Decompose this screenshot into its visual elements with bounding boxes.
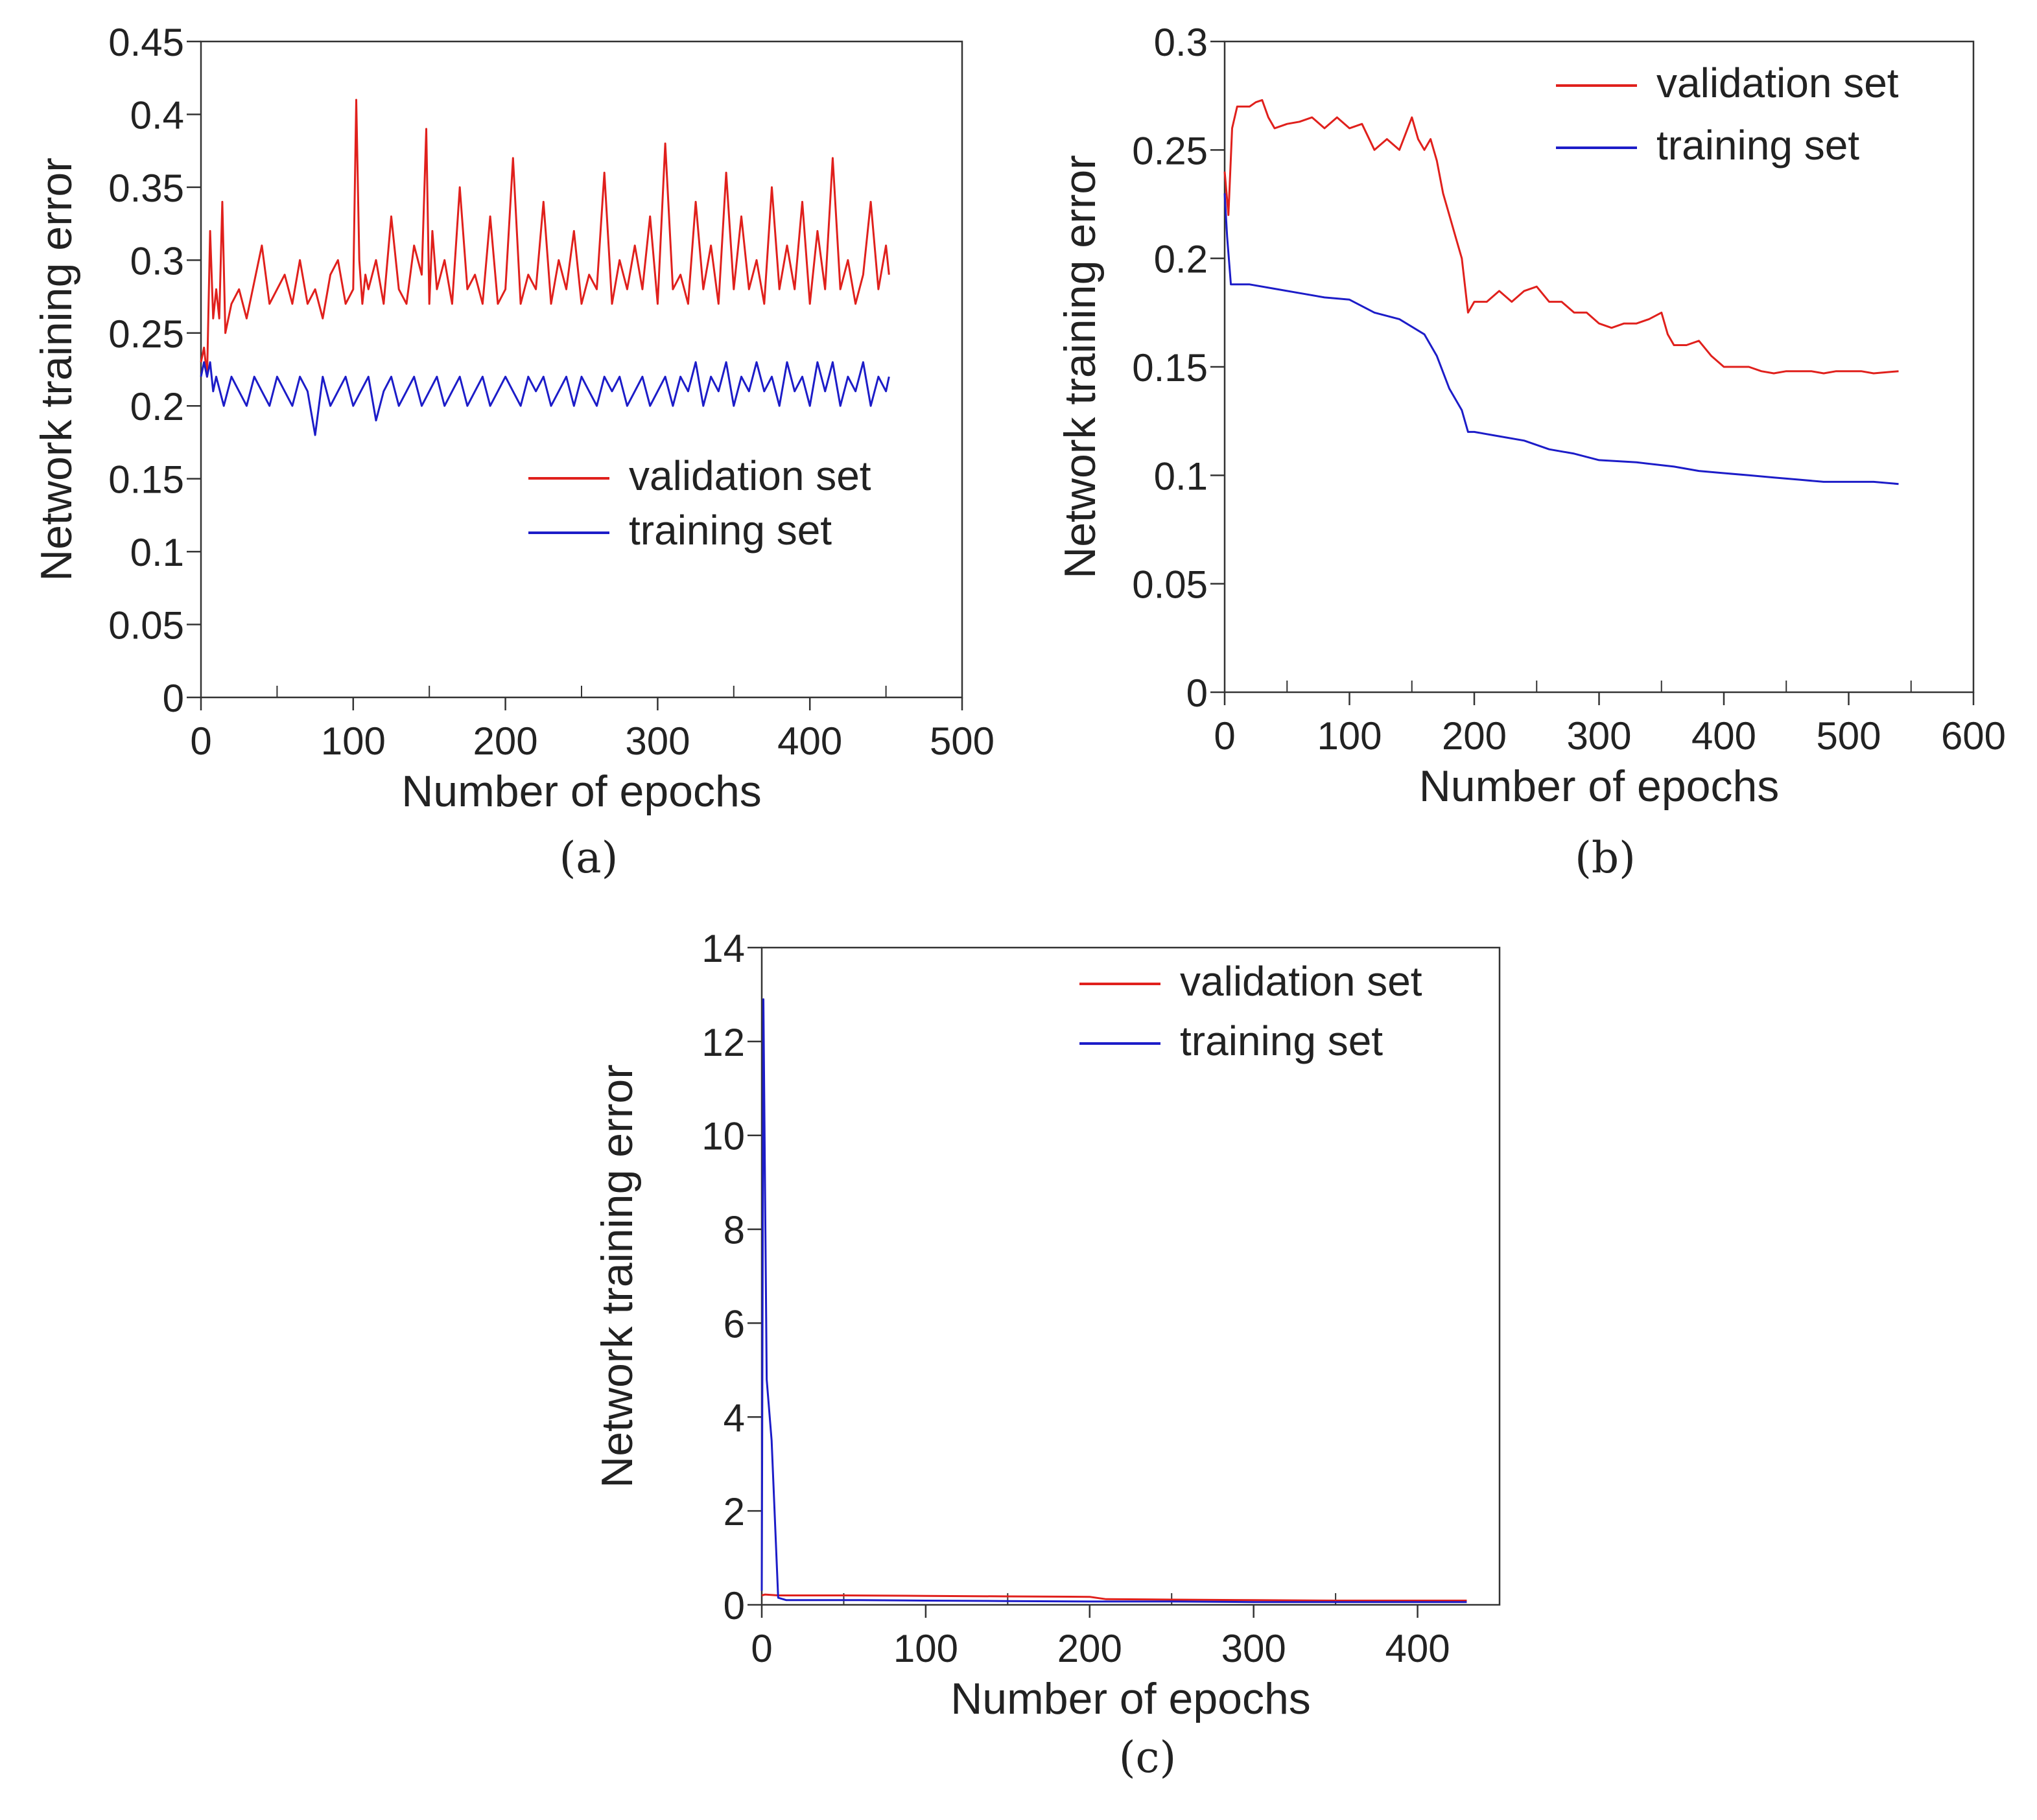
x-axis-label: Number of epochs [950,1674,1311,1723]
y-tick-label: 6 [724,1302,745,1346]
y-tick-label: 0.05 [1132,563,1208,607]
legend-label: training set [1656,122,1859,169]
y-tick-label: 0.3 [1154,21,1208,64]
y-axis-label: Network training error [1055,155,1105,579]
panel-caption: (b) [1575,833,1636,883]
x-axis-label: Number of epochs [401,767,762,816]
chart-b: 0 0.05 0.1 0.15 0.2 0.25 0.3 0 100 200 300 400 500 60… [1055,21,2006,883]
legend-label: training set [1180,1018,1383,1064]
series-line-training-set [760,998,1467,1604]
x-tick-label: 600 [1941,714,2006,758]
y-tick-label: 2 [724,1490,745,1534]
series-line-training-set [200,361,890,436]
x-tick-label: 100 [893,1627,958,1670]
plot-frame [760,946,1501,1606]
plot-frame [200,40,963,699]
y-tick-label: 0 [1186,671,1208,715]
x-tick-label: 200 [1442,714,1507,758]
y-tick-label: 4 [724,1396,745,1440]
legend-label: validation set [629,452,871,499]
y-tick-label: 0.1 [130,531,184,574]
x-axis-label: Number of epochs [1419,762,1780,811]
y-tick-label: 0 [724,1584,745,1628]
y-tick-label: 0.2 [130,385,184,428]
x-tick-label: 100 [321,719,386,763]
y-tick-label: 12 [701,1021,745,1064]
y-tick-label: 0.05 [108,604,184,648]
x-tick-label: 300 [1221,1627,1286,1670]
x-tick-label: 0 [751,1627,772,1670]
y-tick-label: 0.25 [108,312,184,356]
panel-caption: (a) [559,833,618,883]
x-tick-label: 500 [1816,714,1881,758]
y-tick-label: 0.2 [1154,238,1208,281]
y-axis-label: Network training error [32,158,81,581]
x-tick-label: 100 [1317,714,1382,758]
y-axis-label: Network training error [593,1064,642,1488]
y-tick-label: 0.45 [108,21,184,64]
y-tick-label: 0.3 [130,239,184,283]
x-tick-label: 200 [473,719,538,763]
x-tick-label: 300 [625,719,690,763]
series-line-training-set [1223,193,1899,485]
legend-label: validation set [1180,958,1422,1005]
x-tick-label: 400 [777,719,842,763]
y-tick-label: 0.15 [1132,346,1208,390]
y-tick-label: 0.4 [130,93,184,137]
y-tick-label: 0.25 [1132,129,1208,172]
x-tick-label: 400 [1691,714,1756,758]
panel-caption: (c) [1119,1732,1176,1782]
x-tick-label: 200 [1057,1627,1122,1670]
y-tick-label: 10 [701,1115,745,1158]
x-tick-label: 500 [930,719,995,763]
legend-label: training set [629,507,832,554]
x-tick-label: 400 [1385,1627,1450,1670]
y-tick-label: 0.15 [108,458,184,502]
y-tick-label: 0 [163,677,184,720]
x-tick-label: 0 [190,719,211,763]
y-tick-label: 14 [701,927,745,970]
series-line-validation-set [200,99,890,378]
series-line-validation-set [1223,99,1899,375]
x-tick-label: 300 [1566,714,1631,758]
chart-c: 0 2 4 6 8 10 12 14 0 100 200 300 400 Number of epochs… [593,927,1501,1782]
y-tick-label: 0.35 [108,167,184,210]
x-tick-label: 0 [1214,714,1235,758]
y-tick-label: 8 [724,1209,745,1252]
plot-frame [1223,40,1975,694]
chart-a: 0 0.05 0.1 0.15 0.2 0.25 0.3 0.35 0.4 0.45 0 100 200… [32,21,995,883]
y-tick-label: 0.1 [1154,454,1208,498]
legend-label: validation set [1656,60,1899,106]
